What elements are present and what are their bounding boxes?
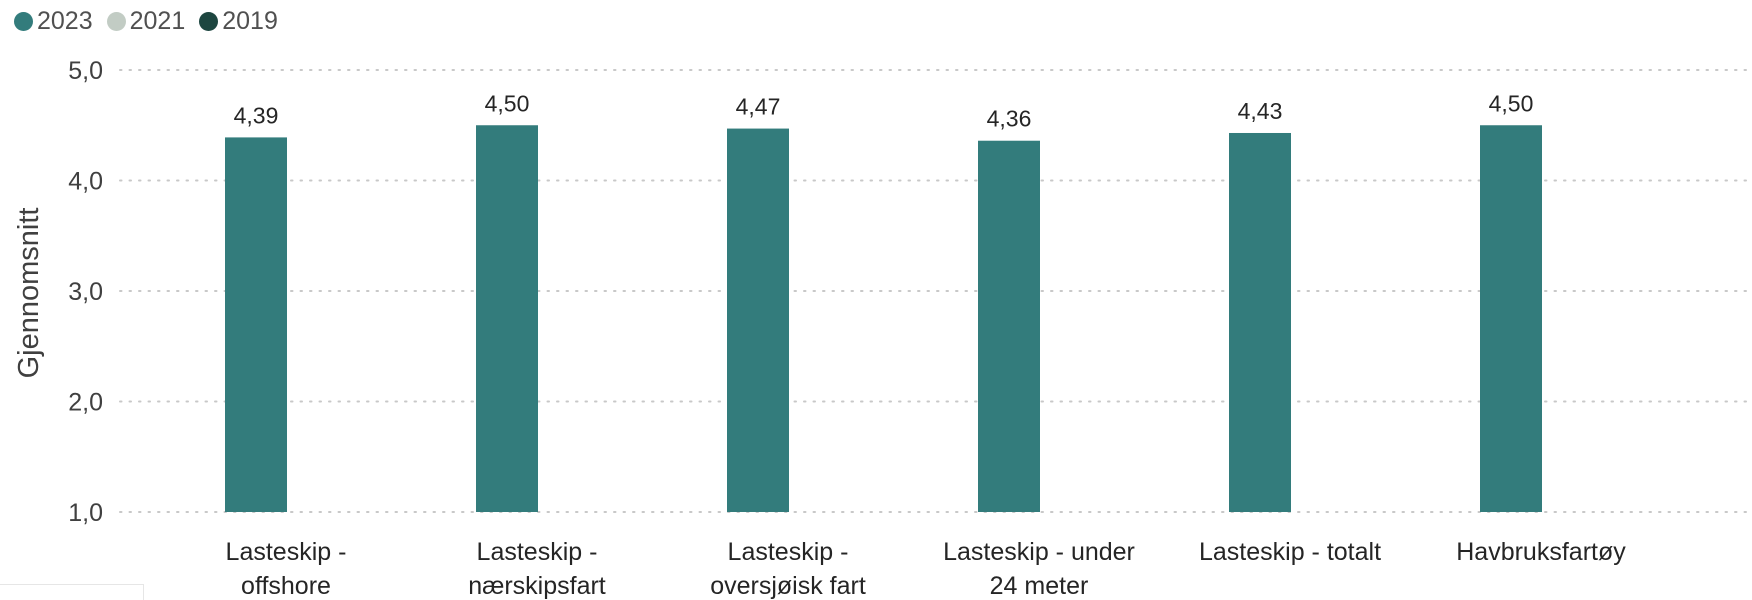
y-tick-label: 3,0 bbox=[68, 278, 103, 306]
x-tick-label: Lasteskip - under bbox=[943, 538, 1135, 566]
x-tick-label: Lasteskip - totalt bbox=[1199, 538, 1381, 566]
data-label: 4,47 bbox=[736, 94, 781, 120]
y-tick-label: 1,0 bbox=[68, 499, 103, 527]
data-label: 4,36 bbox=[987, 106, 1032, 132]
y-tick-label: 2,0 bbox=[68, 389, 103, 417]
x-tick-label: Lasteskip - bbox=[226, 538, 347, 566]
bar-2 bbox=[476, 125, 538, 512]
legend-label: 2019 bbox=[222, 6, 278, 35]
panel-corner bbox=[0, 584, 144, 600]
x-tick-label: 24 meter bbox=[990, 572, 1089, 600]
bar-3 bbox=[727, 128, 789, 512]
y-tick-label: 5,0 bbox=[68, 57, 103, 85]
x-tick-label: Lasteskip - bbox=[477, 538, 598, 566]
legend-dot bbox=[199, 11, 219, 31]
data-label: 4,50 bbox=[1489, 90, 1534, 116]
data-label: 4,50 bbox=[485, 90, 530, 116]
bar-6 bbox=[1480, 125, 1542, 512]
legend-item-2021[interactable]: 2021 bbox=[106, 6, 186, 36]
y-axis-title: Gjennomsnitt bbox=[13, 208, 45, 379]
legend: 2023 2021 2019 bbox=[14, 6, 292, 36]
x-tick-label: oversjøisk fart bbox=[710, 572, 866, 600]
x-tick-label: nærskipsfart bbox=[468, 572, 606, 600]
legend-item-2019[interactable]: 2019 bbox=[199, 7, 278, 36]
bar-1 bbox=[225, 137, 287, 512]
legend-dot bbox=[14, 11, 33, 31]
data-label: 4,43 bbox=[1238, 98, 1283, 124]
x-tick-label: Lasteskip - bbox=[728, 538, 849, 566]
legend-label: 2023 bbox=[37, 6, 93, 35]
x-tick-label: Havbruksfartøy bbox=[1456, 538, 1626, 566]
data-label: 4,39 bbox=[234, 102, 279, 128]
bar-5 bbox=[1229, 132, 1291, 513]
x-tick-label: offshore bbox=[241, 572, 331, 600]
legend-dot bbox=[106, 11, 126, 31]
legend-label: 2021 bbox=[129, 6, 186, 35]
y-tick-label: 4,0 bbox=[68, 168, 103, 196]
legend-item-2023[interactable]: 2023 bbox=[14, 7, 93, 36]
bar-4 bbox=[978, 140, 1040, 512]
